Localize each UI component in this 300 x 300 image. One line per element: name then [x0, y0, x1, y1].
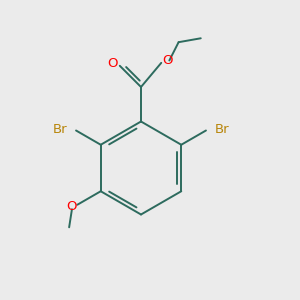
Text: Br: Br — [52, 123, 67, 136]
Text: O: O — [67, 200, 77, 213]
Text: O: O — [107, 57, 118, 70]
Text: O: O — [163, 54, 173, 67]
Text: Br: Br — [215, 123, 230, 136]
